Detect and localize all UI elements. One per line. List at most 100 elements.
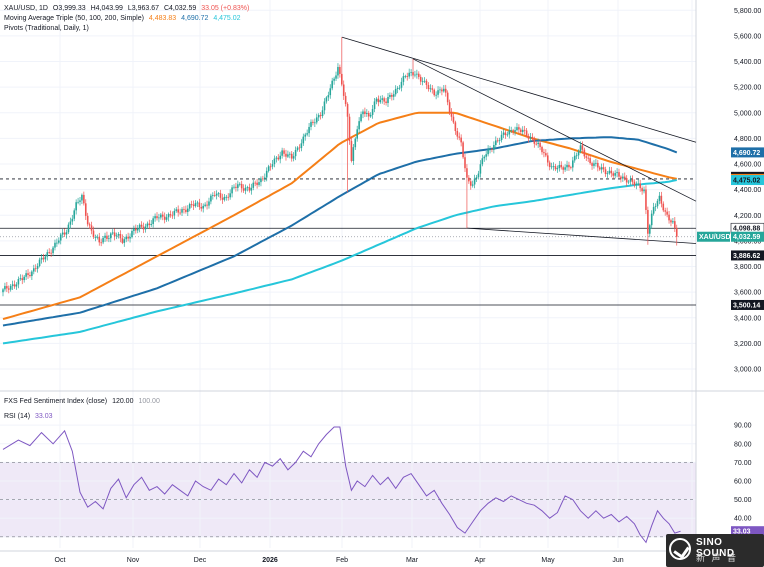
candle-body-151 bbox=[292, 156, 295, 159]
candle-body-323 bbox=[623, 176, 626, 179]
candle-body-114 bbox=[221, 197, 224, 200]
price-tag-label-4: 4,098.88 bbox=[733, 226, 760, 233]
candle-body-129 bbox=[250, 187, 253, 191]
symbol-name[interactable]: XAU/USD, 1D bbox=[4, 5, 48, 12]
candle-body-120 bbox=[233, 186, 235, 188]
candle-body-70 bbox=[136, 228, 139, 231]
logo-check-icon bbox=[669, 538, 691, 560]
candle-body-167 bbox=[323, 101, 326, 111]
candle-body-253 bbox=[489, 149, 491, 150]
candle-body-124 bbox=[240, 183, 243, 189]
candle-body-178 bbox=[344, 95, 347, 104]
candle-body-165 bbox=[319, 115, 322, 117]
candle-body-61 bbox=[119, 234, 122, 239]
candle-body-235 bbox=[454, 122, 457, 132]
price-tick-label-2: 3,400.00 bbox=[734, 315, 761, 322]
watermark-brand: SINO SOUND bbox=[696, 537, 735, 559]
candle-body-176 bbox=[341, 73, 343, 85]
price-tag-label-6: 3,886.62 bbox=[733, 253, 760, 260]
pivots-label[interactable]: Pivots (Traditional, Daily, 1) bbox=[4, 25, 89, 32]
candle-body-289 bbox=[558, 164, 561, 169]
candle-body-204 bbox=[394, 89, 397, 95]
high-value: H4,043.99 bbox=[90, 5, 123, 12]
fed-label[interactable]: FXS Fed Sentiment Index (close) bbox=[4, 398, 108, 405]
candle-body-66 bbox=[129, 237, 131, 239]
candle-body-317 bbox=[612, 173, 615, 176]
candle-body-60 bbox=[117, 234, 120, 236]
candle-body-298 bbox=[575, 155, 578, 157]
candle-body-164 bbox=[317, 115, 320, 118]
candle-body-87 bbox=[169, 214, 172, 216]
candle-body-91 bbox=[177, 209, 179, 213]
candle-body-295 bbox=[570, 167, 572, 169]
candle-body-62 bbox=[121, 238, 124, 243]
candle-body-69 bbox=[135, 228, 137, 231]
candle-body-123 bbox=[238, 183, 241, 185]
candle-body-307 bbox=[593, 163, 595, 166]
candle-body-222 bbox=[429, 88, 432, 90]
candle-body-339 bbox=[654, 206, 657, 207]
candle-body-71 bbox=[138, 224, 141, 229]
candle-body-194 bbox=[375, 98, 378, 102]
price-tick-label-9: 4,800.00 bbox=[734, 136, 761, 143]
time-tick-label-1: Nov bbox=[127, 557, 140, 564]
candle-body-338 bbox=[652, 206, 655, 214]
candle-body-207 bbox=[400, 81, 403, 88]
candle-body-117 bbox=[227, 196, 230, 198]
candle-body-216 bbox=[418, 73, 420, 77]
candle-body-322 bbox=[622, 176, 624, 179]
candle-body-273 bbox=[527, 136, 530, 139]
candles[interactable] bbox=[2, 37, 678, 297]
candle-body-205 bbox=[396, 88, 399, 90]
candle-body-240 bbox=[464, 157, 466, 169]
candle-body-223 bbox=[431, 88, 434, 90]
price-tick-label-10: 5,000.00 bbox=[734, 110, 761, 117]
candle-body-133 bbox=[258, 182, 260, 185]
candle-body-54 bbox=[106, 235, 108, 239]
candle-body-68 bbox=[133, 228, 135, 232]
candle-body-2 bbox=[6, 286, 8, 289]
trend-line-0 bbox=[341, 36, 697, 143]
candle-body-315 bbox=[608, 170, 611, 174]
candle-body-107 bbox=[208, 201, 210, 206]
candle-body-286 bbox=[552, 166, 555, 168]
candle-body-337 bbox=[650, 213, 653, 226]
price-tag-bg-7 bbox=[731, 299, 764, 310]
candle-body-319 bbox=[616, 172, 618, 174]
ma-label[interactable]: Moving Average Triple (50, 100, 200, Sim… bbox=[4, 15, 144, 22]
candle-body-75 bbox=[146, 223, 149, 227]
candle-body-275 bbox=[531, 136, 534, 139]
candle-body-308 bbox=[595, 162, 597, 164]
candle-body-85 bbox=[165, 217, 168, 220]
candle-body-293 bbox=[566, 164, 568, 168]
rsi-line-path bbox=[2, 426, 681, 544]
candle-body-215 bbox=[416, 73, 418, 75]
candle-body-119 bbox=[231, 187, 233, 194]
candle-body-255 bbox=[493, 145, 495, 150]
candle-body-349 bbox=[674, 221, 676, 228]
candle-body-246 bbox=[475, 177, 478, 179]
rsi-label[interactable]: RSI (14) bbox=[4, 413, 31, 420]
candle-body-31 bbox=[61, 232, 64, 235]
candle-body-272 bbox=[525, 130, 528, 137]
time-tick-label-2: Dec bbox=[194, 557, 207, 564]
candle-body-149 bbox=[289, 153, 291, 155]
candle-body-137 bbox=[265, 170, 268, 178]
price-tag-bg-5 bbox=[731, 231, 764, 242]
candle-body-234 bbox=[452, 116, 455, 123]
candle-body-276 bbox=[533, 138, 536, 144]
candle-body-291 bbox=[562, 167, 564, 170]
candle-body-316 bbox=[610, 170, 613, 174]
candle-body-346 bbox=[668, 214, 670, 221]
candle-body-84 bbox=[163, 216, 166, 220]
candle-body-34 bbox=[67, 224, 70, 233]
candle-body-334 bbox=[645, 189, 647, 210]
candle-body-10 bbox=[21, 278, 24, 281]
candle-body-299 bbox=[577, 151, 580, 156]
time-tick-label-3: 2026 bbox=[262, 557, 278, 564]
candle-body-23 bbox=[46, 252, 49, 257]
candle-body-25 bbox=[50, 252, 52, 254]
candle-body-74 bbox=[144, 226, 147, 230]
candle-body-189 bbox=[366, 112, 368, 115]
